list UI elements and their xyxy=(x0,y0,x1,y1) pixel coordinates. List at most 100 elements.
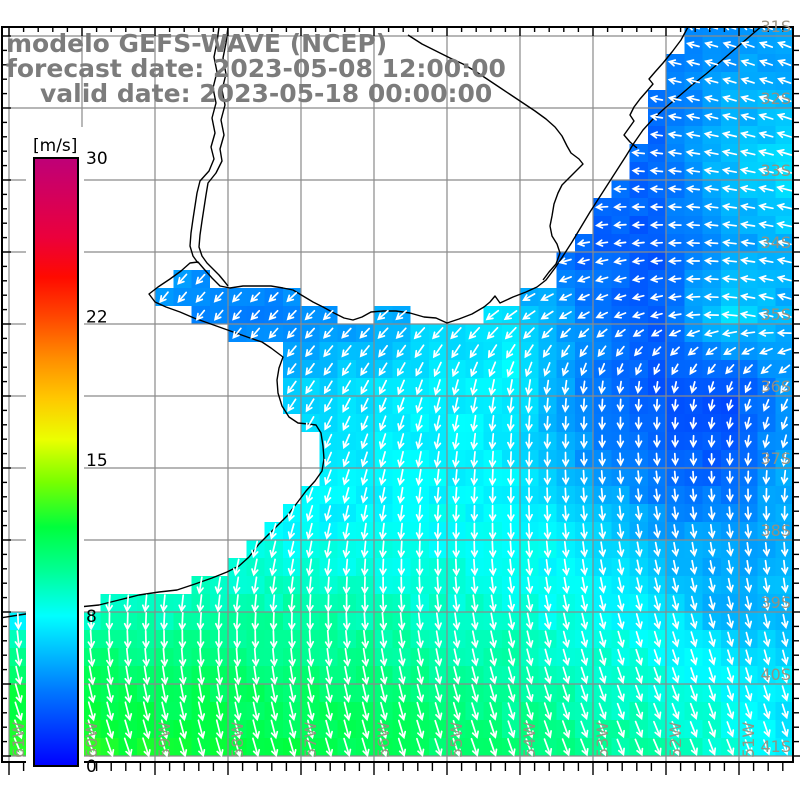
wind-arrow xyxy=(726,434,734,448)
wind-arrow xyxy=(251,540,259,559)
wind-arrow xyxy=(561,487,570,504)
wind-arrow xyxy=(781,721,789,738)
wind-arrow xyxy=(142,611,150,631)
wind-arrow xyxy=(233,647,242,668)
wind-arrow xyxy=(488,397,497,414)
wind-arrow xyxy=(708,541,716,558)
wind-arrow xyxy=(721,203,738,211)
wind-arrow xyxy=(631,167,645,175)
wind-arrow xyxy=(707,720,717,738)
wind-arrow xyxy=(453,666,461,685)
wind-arrow xyxy=(617,666,625,685)
wind-arrow xyxy=(87,612,95,631)
wind-arrow xyxy=(159,291,169,304)
wind-arrow xyxy=(543,415,552,432)
wind-arrow xyxy=(671,488,679,503)
wind-arrow xyxy=(233,576,241,595)
wind-arrow xyxy=(667,59,682,67)
wind-arrow xyxy=(215,683,224,704)
wind-arrow xyxy=(685,59,700,67)
wind-arrow xyxy=(776,130,792,139)
wind-arrow xyxy=(777,59,792,67)
wind-arrow xyxy=(653,595,661,612)
wind-arrow xyxy=(416,612,424,631)
graticule xyxy=(2,27,793,762)
wind-arrow xyxy=(599,612,607,630)
wind-arrow xyxy=(360,522,369,541)
wind-arrow xyxy=(361,737,370,758)
wind-arrow xyxy=(249,291,261,303)
wind-arrow xyxy=(232,558,241,577)
wind-arrow xyxy=(233,611,241,631)
wind-arrow xyxy=(744,542,752,557)
wind-arrow xyxy=(378,415,387,432)
wind-arrow xyxy=(739,275,756,283)
wind-arrow xyxy=(689,434,698,449)
wind-arrow xyxy=(708,631,716,648)
wind-arrow xyxy=(667,131,682,139)
lon-label: 54W xyxy=(520,722,539,758)
valid-date-label: valid date: 2023-05-18 00:00:00 xyxy=(40,79,492,108)
wind-arrow xyxy=(506,379,515,396)
wind-arrow xyxy=(725,364,735,375)
wind-arrow xyxy=(378,433,387,450)
wind-arrow xyxy=(703,77,719,85)
wind-arrow xyxy=(232,327,242,339)
wind-arrow xyxy=(760,364,772,375)
wind-arrow xyxy=(745,685,753,702)
wind-arrow xyxy=(667,167,682,175)
wind-arrow xyxy=(488,468,497,487)
wind-arrow xyxy=(685,221,701,229)
wind-arrow xyxy=(744,649,753,666)
wind-arrow xyxy=(758,59,774,67)
wind-arrow xyxy=(631,185,645,193)
wind-arrow xyxy=(707,738,717,756)
coastline xyxy=(2,27,762,619)
wind-arrow xyxy=(667,95,682,103)
wind-arrow xyxy=(142,647,150,668)
wind-arrow xyxy=(378,344,388,358)
wind-arrow xyxy=(488,415,497,432)
wind-arrow xyxy=(324,576,332,595)
wind-arrow xyxy=(739,167,756,175)
wind-arrow xyxy=(598,398,606,413)
wind-arrow xyxy=(649,95,664,103)
wind-arrow xyxy=(434,540,442,559)
wind-arrow xyxy=(598,434,606,449)
wind-arrow xyxy=(416,576,424,595)
wind-arrow xyxy=(434,738,443,757)
wind-arrow xyxy=(686,329,700,337)
lat-label: 35S xyxy=(760,305,791,324)
wind-arrow xyxy=(616,416,625,431)
wind-arrow xyxy=(452,432,460,451)
wind-arrow xyxy=(758,239,774,247)
wind-arrow xyxy=(503,310,518,321)
wind-arrow xyxy=(415,558,424,577)
wind-arrow xyxy=(762,595,771,612)
wind-arrow xyxy=(634,452,643,467)
wind-arrow xyxy=(87,701,96,722)
wind-arrow xyxy=(726,452,734,467)
wind-arrow xyxy=(613,293,627,301)
wind-arrow xyxy=(215,647,223,668)
wind-arrow xyxy=(707,399,716,412)
wind-arrow xyxy=(776,148,793,157)
wind-arrow xyxy=(323,345,334,358)
wind-arrow xyxy=(177,291,188,303)
wind-arrow xyxy=(615,345,625,357)
wind-arrow xyxy=(635,541,643,558)
wind-arrow xyxy=(14,719,24,740)
wind-arrow xyxy=(580,469,588,486)
wind-arrow xyxy=(269,540,277,559)
wind-arrow xyxy=(525,451,533,468)
wind-arrow xyxy=(744,739,753,756)
wind-arrow xyxy=(360,397,369,413)
wind-arrow xyxy=(305,505,314,522)
wind-arrow xyxy=(653,613,662,630)
wind-arrow xyxy=(740,59,755,67)
wind-arrow xyxy=(744,523,752,539)
wind-arrow xyxy=(160,647,169,668)
wind-arrow xyxy=(434,612,442,631)
wind-arrow xyxy=(360,379,370,395)
